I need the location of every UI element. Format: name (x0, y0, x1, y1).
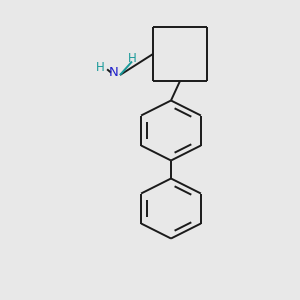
Text: H: H (128, 52, 136, 65)
Text: H: H (96, 61, 105, 74)
Text: N: N (109, 65, 119, 79)
